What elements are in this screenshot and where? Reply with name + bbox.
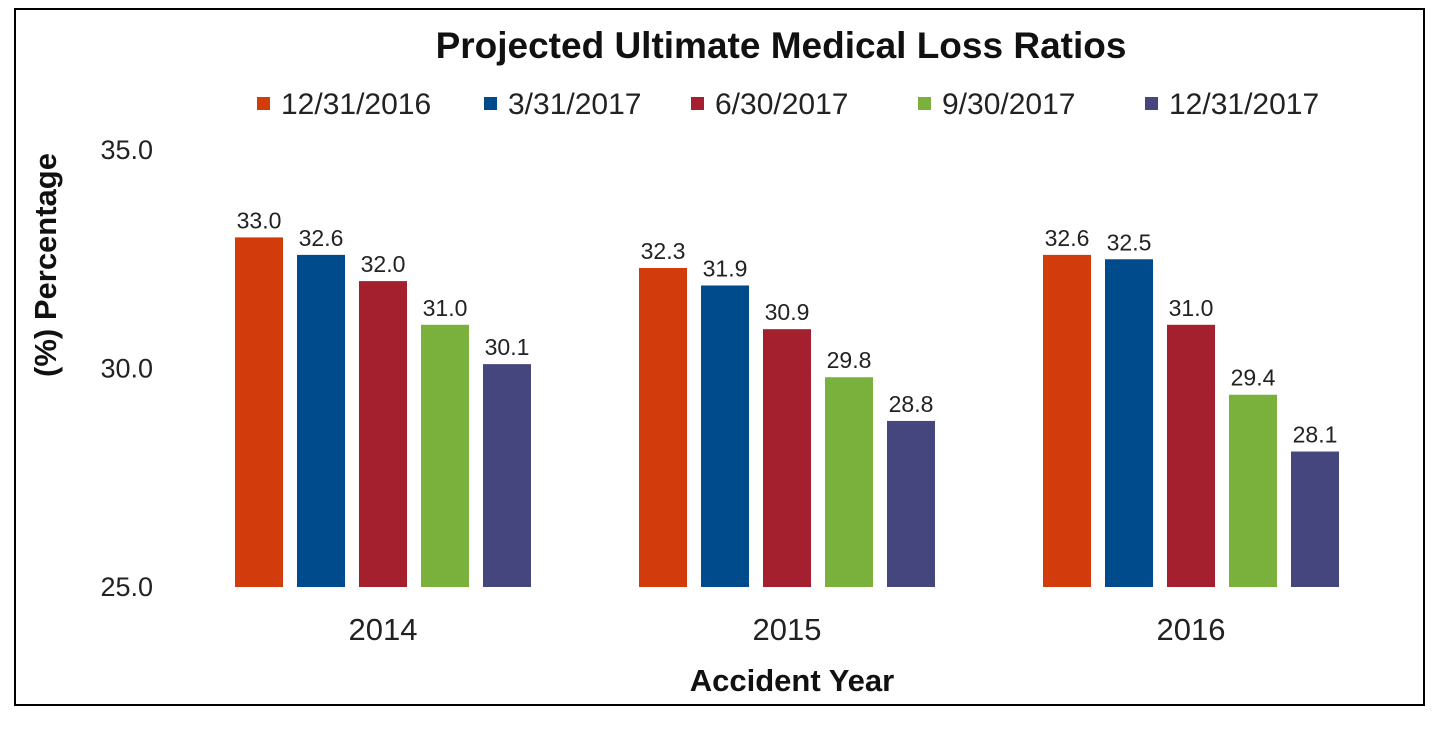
chart-title: Projected Ultimate Medical Loss Ratios [436, 25, 1127, 66]
bar-2014-s3 [359, 281, 407, 587]
legend-swatch [257, 97, 270, 110]
legend-swatch [484, 97, 497, 110]
legend-label: 12/31/2016 [281, 88, 431, 121]
legend-item: 12/31/2017 [1145, 88, 1319, 121]
bar-2016-s1 [1043, 254, 1091, 587]
data-label: 29.4 [1231, 365, 1276, 391]
legend-swatch [691, 97, 704, 110]
data-label: 31.9 [703, 255, 748, 281]
x-axis-title: Accident Year [690, 663, 894, 698]
x-category-label: 2016 [1157, 612, 1226, 647]
y-tick-label: 30.0 [100, 354, 153, 384]
data-label: 28.8 [889, 391, 934, 417]
y-axis-title: (%) Percentage [28, 153, 63, 377]
data-label: 32.6 [1045, 225, 1090, 251]
bars [235, 237, 1339, 587]
bar-2016-s2 [1105, 259, 1153, 587]
data-label: 30.1 [485, 334, 530, 360]
bar-2015-s2 [701, 285, 749, 587]
legend-item: 9/30/2017 [918, 88, 1075, 121]
data-label: 29.8 [827, 347, 872, 373]
data-label: 32.0 [361, 251, 406, 277]
legend: 12/31/2016 3/31/2017 6/30/2017 9/30/2017 12/… [257, 88, 1319, 121]
bar-2014-s2 [297, 254, 345, 587]
bar-2016-s4 [1229, 394, 1277, 587]
legend-swatch [1145, 97, 1158, 110]
data-label: 32.6 [299, 225, 344, 251]
bar-2015-s1 [639, 267, 687, 587]
bar-2015-s5 [887, 420, 935, 587]
bar-2015-s4 [825, 377, 873, 587]
legend-label: 12/31/2017 [1169, 88, 1319, 121]
x-category-label: 2015 [753, 612, 822, 647]
legend-item: 6/30/2017 [691, 88, 848, 121]
legend-label: 6/30/2017 [715, 88, 848, 121]
legend-item: 12/31/2016 [257, 88, 431, 121]
x-category-label: 2014 [349, 612, 418, 647]
legend-label: 9/30/2017 [942, 88, 1075, 121]
data-label: 31.0 [423, 295, 468, 321]
data-label: 31.0 [1169, 295, 1214, 321]
data-label: 30.9 [765, 299, 810, 325]
data-label: 28.1 [1293, 422, 1338, 448]
bar-2014-s1 [235, 237, 283, 587]
data-label: 32.3 [641, 238, 686, 264]
data-label: 33.0 [237, 207, 282, 233]
data-labels: 33.0 32.6 32.0 31.0 30.1 32.3 31.9 30.9 29.8 28.8… [237, 207, 1338, 447]
bar-2016-s5 [1291, 451, 1339, 587]
legend-item: 3/31/2017 [484, 88, 641, 121]
bar-2014-s5 [483, 364, 531, 587]
bar-2014-s4 [421, 324, 469, 587]
x-axis-categories: 2014 2015 2016 [349, 612, 1226, 647]
legend-label: 3/31/2017 [508, 88, 641, 121]
y-axis-ticks: 25.0 30.0 35.0 [100, 135, 153, 602]
y-tick-label: 35.0 [100, 135, 153, 165]
bar-2015-s3 [763, 329, 811, 587]
chart-frame: Projected Ultimate Medical Loss Ratios 1… [14, 8, 1425, 706]
legend-swatch [918, 97, 931, 110]
data-label: 32.5 [1107, 229, 1152, 255]
y-tick-label: 25.0 [100, 572, 153, 602]
bar-2016-s3 [1167, 324, 1215, 587]
bar-chart: Projected Ultimate Medical Loss Ratios 1… [28, 25, 1339, 698]
